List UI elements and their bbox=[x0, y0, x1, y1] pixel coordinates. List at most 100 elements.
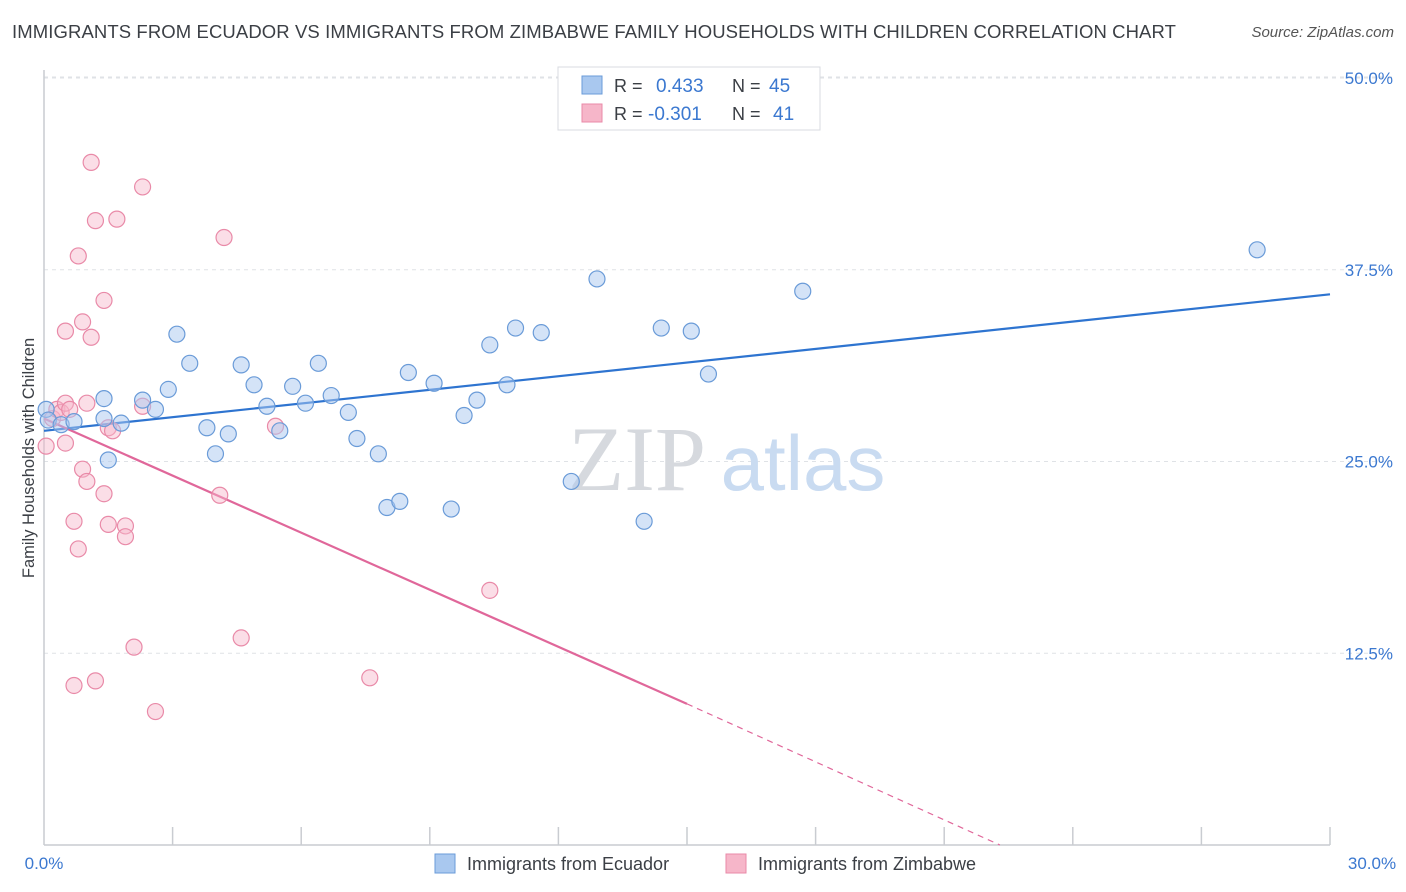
zimbabwe-trend-extension bbox=[686, 703, 1001, 846]
ecuador-point bbox=[99, 451, 117, 469]
ecuador-point bbox=[468, 391, 486, 409]
ecuador-n-value: 45 bbox=[769, 76, 790, 97]
ecuador-trend-line bbox=[43, 293, 1331, 432]
ecuador-point bbox=[652, 319, 670, 337]
zimbabwe-r-value: -0.301 bbox=[648, 104, 702, 125]
zimbabwe-point bbox=[108, 210, 126, 228]
series-legend: Immigrants from Ecuador Immigrants from … bbox=[434, 853, 976, 874]
zimbabwe-point bbox=[82, 328, 100, 346]
ecuador-point bbox=[635, 512, 653, 530]
zimbabwe-point bbox=[69, 540, 87, 558]
x-tick-label-max: 30.0% bbox=[1348, 854, 1396, 873]
ecuador-point bbox=[455, 406, 473, 425]
zimbabwe-point bbox=[211, 486, 229, 504]
ecuador-point bbox=[206, 445, 225, 463]
ecuador-point bbox=[322, 386, 340, 405]
ecuador-point bbox=[168, 325, 186, 343]
y-tick-label: 37.5% bbox=[1345, 261, 1393, 280]
ecuador-point bbox=[296, 394, 315, 412]
zimbabwe-point bbox=[86, 212, 105, 230]
ecuador-point bbox=[532, 324, 550, 342]
ecuador-point bbox=[271, 422, 289, 440]
chart-title: IMMIGRANTS FROM ECUADOR VS IMMIGRANTS FR… bbox=[12, 21, 1177, 42]
ecuador-point bbox=[65, 413, 83, 431]
ecuador-point bbox=[562, 472, 580, 491]
ecuador-point bbox=[442, 500, 460, 518]
zimbabwe-point bbox=[37, 437, 55, 455]
ecuador-point bbox=[258, 397, 276, 415]
legend-swatch-ecuador bbox=[434, 853, 456, 874]
zimbabwe-points bbox=[37, 153, 499, 721]
zimbabwe-point bbox=[78, 472, 96, 491]
ecuador-legend-swatch bbox=[581, 75, 603, 95]
ecuador-point bbox=[481, 336, 499, 354]
ecuador-point bbox=[699, 365, 718, 383]
zimbabwe-point bbox=[82, 153, 100, 171]
y-tick-label: 25.0% bbox=[1345, 453, 1393, 472]
ecuador-point bbox=[369, 445, 387, 463]
trend-lines bbox=[43, 293, 1331, 846]
zimbabwe-point bbox=[56, 322, 75, 340]
ecuador-point bbox=[133, 391, 152, 409]
zimbabwe-point bbox=[232, 629, 250, 647]
legend-label-zimbabwe: Immigrants from Zimbabwe bbox=[758, 854, 976, 874]
ecuador-point bbox=[112, 414, 130, 432]
zimbabwe-point bbox=[86, 672, 105, 690]
zimbabwe-point bbox=[481, 581, 499, 599]
zimbabwe-point bbox=[133, 178, 152, 196]
ecuador-point bbox=[219, 425, 237, 443]
zimbabwe-point bbox=[116, 528, 135, 546]
ecuador-points bbox=[37, 241, 1266, 530]
zimbabwe-n-value: 41 bbox=[773, 104, 794, 125]
zimbabwe-point bbox=[95, 291, 113, 310]
zimbabwe-point bbox=[78, 394, 96, 412]
ecuador-point bbox=[95, 390, 113, 408]
ecuador-r-label: R = bbox=[614, 76, 643, 96]
ecuador-point bbox=[391, 492, 409, 510]
legend-label-ecuador: Immigrants from Ecuador bbox=[467, 854, 669, 874]
zimbabwe-point bbox=[99, 515, 117, 533]
ecuador-point bbox=[348, 429, 366, 448]
ecuador-point bbox=[588, 270, 606, 288]
zimbabwe-point bbox=[65, 512, 83, 530]
ecuador-point bbox=[682, 322, 700, 340]
source-label: Source: ZipAtlas.com bbox=[1251, 24, 1394, 41]
ecuador-point bbox=[794, 282, 812, 300]
ecuador-point bbox=[198, 419, 216, 437]
ecuador-point bbox=[309, 354, 327, 372]
zimbabwe-point bbox=[56, 434, 75, 452]
zimbabwe-point bbox=[361, 669, 379, 687]
ecuador-point bbox=[232, 356, 250, 374]
zimbabwe-point bbox=[95, 485, 113, 503]
zimbabwe-point bbox=[215, 228, 233, 247]
y-tick-label: 12.5% bbox=[1345, 644, 1393, 663]
stats-legend: R = 0.433 N = 45 R = -0.301 N = 41 bbox=[557, 66, 821, 131]
zimbabwe-point bbox=[69, 247, 87, 265]
ecuador-point bbox=[339, 403, 357, 422]
ecuador-r-value: 0.433 bbox=[656, 76, 704, 97]
watermark-atlas: atlas bbox=[721, 419, 886, 507]
ecuador-point bbox=[498, 376, 516, 394]
ecuador-point bbox=[181, 354, 199, 372]
ecuador-n-label: N = bbox=[732, 76, 761, 96]
x-tick-label-min: 0.0% bbox=[25, 854, 64, 873]
zimbabwe-r-label: R = bbox=[614, 104, 643, 124]
ecuador-point bbox=[506, 319, 525, 337]
zimbabwe-point bbox=[146, 702, 165, 721]
watermark-zip: ZIP bbox=[568, 408, 706, 510]
ecuador-point bbox=[245, 376, 263, 394]
zimbabwe-n-label: N = bbox=[732, 104, 761, 124]
ecuador-point bbox=[159, 380, 177, 399]
ecuador-point bbox=[399, 363, 417, 382]
zimbabwe-legend-swatch bbox=[581, 103, 603, 123]
zimbabwe-point bbox=[125, 638, 143, 656]
ecuador-point bbox=[1248, 241, 1266, 259]
x-axis-ticks bbox=[171, 827, 1331, 845]
ecuador-point bbox=[425, 374, 443, 392]
ecuador-point bbox=[146, 400, 165, 418]
legend-swatch-zimbabwe bbox=[725, 853, 747, 874]
y-axis-label: Family Households with Children bbox=[20, 338, 38, 578]
y-tick-labels: 12.5% 25.0% 37.5% 50.0% bbox=[1345, 69, 1393, 663]
ecuador-point bbox=[95, 409, 113, 428]
